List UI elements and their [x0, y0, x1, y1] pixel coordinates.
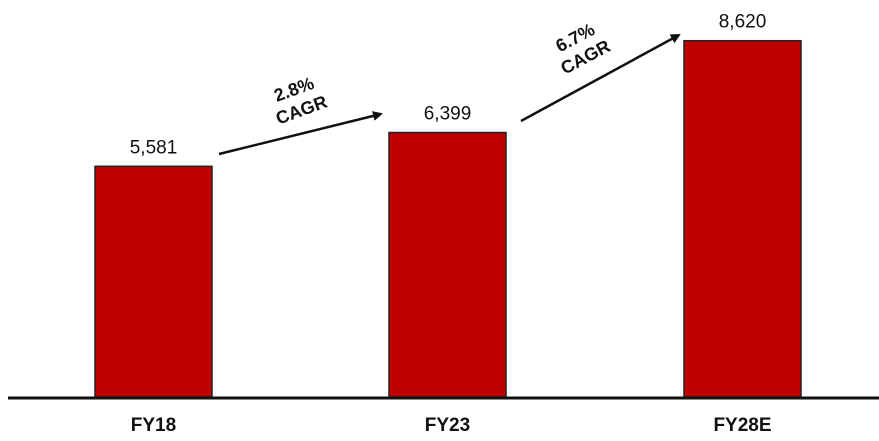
category-label-fy23: FY23: [425, 415, 470, 436]
value-label-fy23: 6,399: [424, 104, 472, 125]
cagr-arrow-1: [218, 111, 383, 156]
category-label-fy28e: FY28E: [713, 415, 771, 436]
cagr-label-2: 6.7%CAGR: [547, 16, 614, 78]
cagr-label-1: 2.8%CAGR: [266, 71, 330, 129]
bar-fy18: [94, 165, 213, 398]
category-label-fy18: FY18: [131, 415, 176, 436]
bars-layer: [94, 39, 802, 398]
value-label-fy28e: 8,620: [719, 12, 767, 33]
cagr-arrow-2: [520, 33, 681, 123]
bar-fy23: [388, 131, 507, 398]
bar-fy28e: [683, 39, 802, 398]
value-label-fy18: 5,581: [130, 137, 178, 158]
labels-layer: 5,581 FY18 6,399 FY23 8,620 FY28E: [130, 12, 772, 436]
